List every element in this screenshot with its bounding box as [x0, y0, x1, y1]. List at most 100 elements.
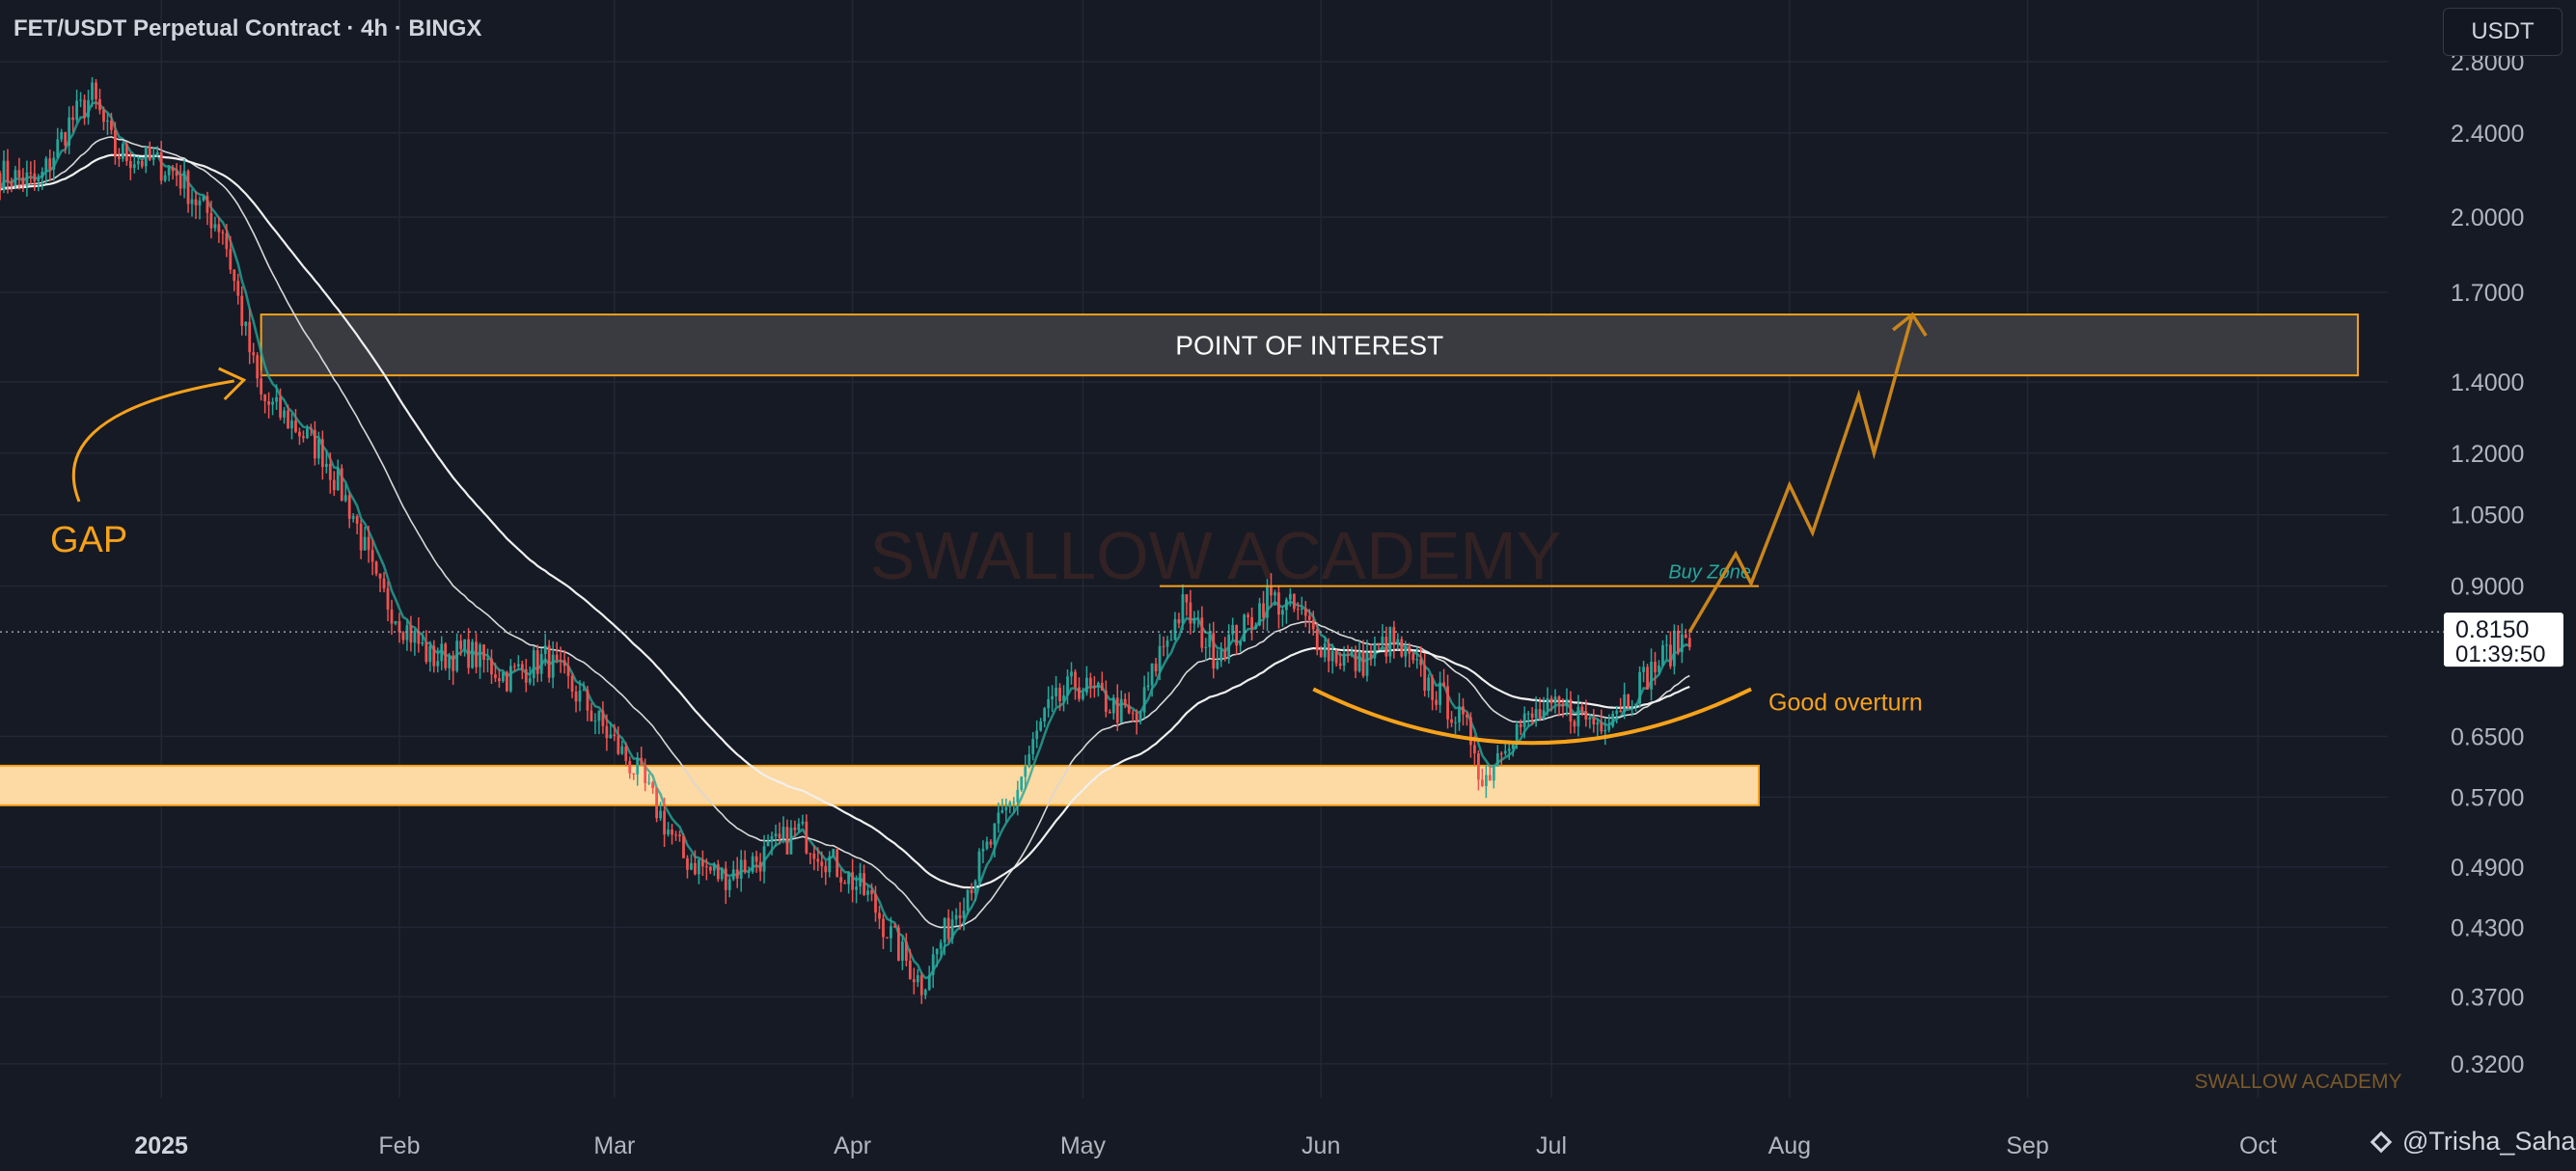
candle-body	[1546, 697, 1549, 711]
candle-body	[778, 833, 781, 839]
candle-body	[60, 131, 64, 140]
candle-body	[1435, 699, 1439, 705]
candle-body	[644, 764, 647, 783]
candle-body	[700, 859, 704, 867]
candle-body	[1600, 722, 1603, 732]
candle-body	[543, 645, 547, 654]
buy-zone-label: Buy Zone	[1668, 562, 1751, 584]
candle-body	[336, 468, 340, 491]
price-tick-label: 1.7000	[2451, 280, 2524, 307]
candle-body	[904, 941, 908, 961]
candle-body	[2, 160, 6, 190]
candle-body	[1669, 644, 1672, 667]
candle-body	[647, 782, 651, 784]
candle-body	[624, 746, 628, 761]
candle-body	[781, 827, 785, 839]
candle-body	[874, 893, 877, 913]
candle-body	[1307, 615, 1311, 620]
candle-body	[1596, 722, 1600, 724]
candle-body	[1262, 603, 1265, 618]
candle-body	[1012, 802, 1016, 803]
candle-body	[1296, 609, 1300, 611]
candle-body	[1631, 706, 1634, 708]
time-axis[interactable]: 2025 Feb Mar Apr May Jun Jul Aug Sep Oct	[134, 1132, 2277, 1159]
candle-body	[370, 550, 374, 562]
candle-body	[508, 666, 512, 692]
candle-body	[382, 578, 386, 589]
candle-body	[1553, 696, 1557, 704]
candle-body	[448, 655, 452, 668]
candle-body	[586, 690, 589, 711]
candle-body	[279, 396, 282, 418]
candle-body	[432, 645, 436, 667]
time-tick-label: Feb	[378, 1132, 420, 1159]
candle-body	[351, 516, 355, 519]
candle-body	[793, 828, 797, 831]
candle-body	[682, 836, 685, 858]
candle-body	[1477, 753, 1480, 780]
candle-body	[1650, 661, 1653, 690]
candle-body	[340, 468, 343, 502]
candle-body	[609, 734, 613, 739]
candle-body	[14, 170, 17, 186]
candle-body	[328, 463, 332, 480]
candle-body	[1150, 664, 1154, 686]
candle-body	[1607, 725, 1611, 730]
candle-body	[229, 249, 233, 270]
symbol-title: FET/USDT Perpetual Contract · 4h · BINGX	[14, 15, 482, 41]
candle-body	[128, 160, 132, 169]
candle-body	[29, 172, 33, 174]
candle-body	[102, 110, 105, 123]
candle-body	[1561, 703, 1565, 707]
candle-body	[1062, 695, 1065, 701]
candle-body	[1281, 610, 1284, 615]
time-tick-label: May	[1060, 1132, 1107, 1159]
candle-body	[1492, 766, 1495, 781]
candle-body	[839, 877, 843, 883]
candle-body	[209, 212, 213, 229]
gap-label: GAP	[50, 520, 127, 560]
candle-body	[455, 640, 459, 671]
candle-body	[1565, 698, 1569, 707]
candle-body	[1411, 653, 1415, 661]
candle-body	[44, 158, 48, 173]
candle-body	[1319, 650, 1323, 658]
watermark-corner: SWALLOW ACADEMY	[2194, 1071, 2401, 1093]
candle-body	[25, 172, 29, 185]
candle-body	[958, 914, 962, 918]
candle-body	[386, 588, 390, 610]
candle-body	[132, 164, 136, 169]
candle-body	[1350, 651, 1354, 656]
currency-unit-button[interactable]: USDT	[2443, 8, 2562, 56]
candle-body	[1354, 651, 1357, 671]
candle-body	[1342, 654, 1346, 667]
candle-body	[121, 144, 124, 159]
candle-body	[1196, 617, 1200, 619]
point-of-interest-zone	[260, 313, 2359, 377]
candle-body	[1177, 618, 1181, 624]
candle-body	[75, 100, 78, 121]
candle-body	[620, 746, 624, 754]
candle-body	[589, 710, 593, 722]
candle-body	[409, 625, 413, 643]
candle-body	[1254, 625, 1257, 629]
candle-body	[167, 167, 171, 176]
candle-body	[1231, 624, 1235, 635]
candle-body	[298, 431, 301, 437]
candle-body	[1495, 752, 1499, 767]
candle-body	[401, 632, 405, 640]
moving-average-line	[0, 136, 1690, 929]
candle-body	[1673, 630, 1676, 667]
candle-body	[801, 821, 805, 824]
candle-body	[194, 199, 198, 205]
candle-body	[114, 129, 117, 157]
candle-body	[171, 167, 175, 172]
price-axis[interactable]: 2.80002.40002.00001.70001.40001.20001.05…	[2444, 49, 2563, 1078]
candle-body	[417, 631, 421, 644]
candle-body	[1330, 650, 1334, 662]
price-tick-label: 0.3700	[2451, 984, 2524, 1011]
candle-body	[1303, 608, 1307, 616]
candle-body	[1185, 594, 1189, 603]
candle-body	[1615, 710, 1619, 714]
